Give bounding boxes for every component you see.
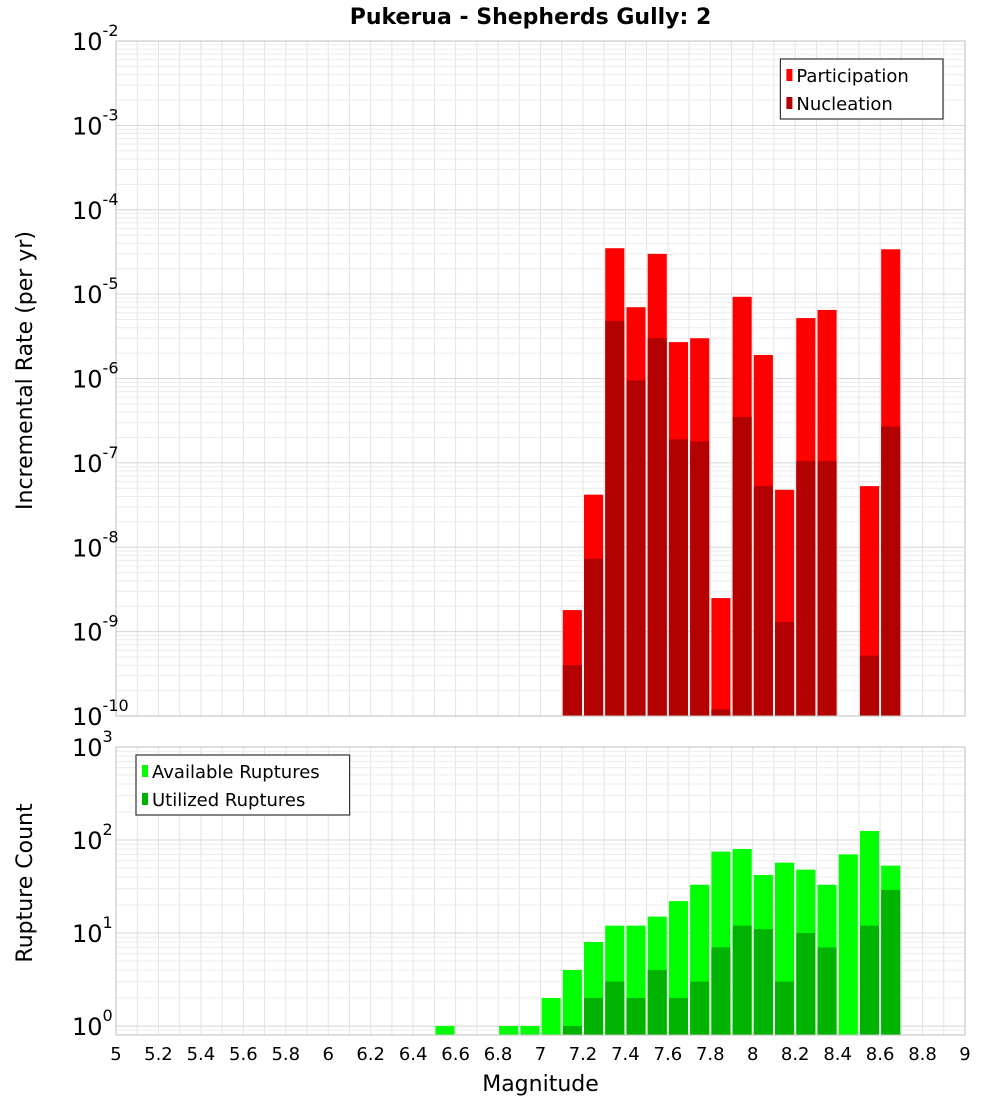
chart-panel-1: 10-2 10-3 10-4 10-5 10-6 10-7 10-8 10-9 10-10 Inc… [13, 5, 966, 731]
x-tick-label: 8 [747, 1044, 758, 1065]
y-tick-label: 101 [72, 913, 113, 948]
bar-utilized-ruptures [690, 981, 710, 1035]
legend-label: Utilized Ruptures [152, 790, 305, 811]
x-tick-label: 7.4 [611, 1044, 640, 1065]
chart-title: Pukerua - Shepherds Gully: 2 [350, 5, 712, 30]
bar-available-ruptures [541, 997, 561, 1035]
bar-available-ruptures [562, 969, 582, 1035]
x-tick-labels: 5 5.2 5.4 5.6 5.8 6 6.2 6.4 6.6 6.8 7 7.2 7.4 7.6 7.8 8… [110, 1044, 970, 1065]
x-tick-label: 5.2 [144, 1044, 173, 1065]
legend-box [779, 58, 944, 120]
plot-frame [115, 40, 966, 717]
x-tick-label: 7.6 [654, 1044, 683, 1065]
bar-utilized-ruptures [605, 981, 625, 1035]
bar-nucleation [817, 461, 837, 716]
legend-label: Participation [796, 66, 908, 87]
bar-utilized-ruptures [562, 1025, 582, 1035]
bar-nucleation [796, 461, 816, 716]
legend-box [135, 754, 351, 816]
x-tick-label: 5.8 [271, 1044, 300, 1065]
x-tick-label: 8.6 [866, 1044, 895, 1065]
legend-swatch [786, 69, 793, 81]
bar-participation [711, 598, 731, 716]
bar-utilized-ruptures [859, 925, 880, 1035]
bar-nucleation [647, 338, 667, 716]
legend: Available Ruptures Utilized Ruptures [135, 754, 351, 816]
x-tick-label: 8.8 [908, 1044, 937, 1065]
bar-utilized-ruptures [732, 925, 752, 1035]
y-tick-label: 10-9 [72, 612, 119, 647]
bar-group [435, 830, 901, 1035]
bar-utilized-ruptures [626, 997, 646, 1035]
bar-available-ruptures [838, 854, 858, 1035]
x-tick-label: 6.8 [484, 1044, 513, 1065]
y-axis-title: Rupture Count [13, 803, 38, 963]
legend-label: Nucleation [796, 94, 892, 115]
y-tick-label: 10-4 [72, 190, 119, 225]
bar-nucleation [562, 665, 582, 716]
legend-swatch [142, 793, 148, 805]
x-tick-label: 8.4 [823, 1044, 852, 1065]
bar-utilized-ruptures [711, 947, 731, 1035]
x-tick-label: 6.2 [356, 1044, 385, 1065]
x-tick-label: 5.6 [229, 1044, 258, 1065]
y-tick-label: 10-10 [72, 696, 129, 731]
x-tick-label: 8.2 [781, 1044, 810, 1065]
bar-utilized-ruptures [881, 889, 901, 1035]
bar-nucleation [626, 380, 646, 716]
bar-utilized-ruptures [753, 929, 773, 1035]
plot-frame [115, 746, 966, 1036]
x-tick-label: 7 [535, 1044, 546, 1065]
x-tick-label: 6 [323, 1044, 334, 1065]
y-tick-label: 10-6 [72, 359, 119, 394]
legend-label: Available Ruptures [152, 762, 320, 783]
bar-nucleation [753, 486, 773, 716]
x-tick-label: 7.2 [569, 1044, 598, 1065]
bar-nucleation [775, 622, 795, 716]
y-tick-labels: 10-2 10-3 10-4 10-5 10-6 10-7 10-8 10-9 10-10 [72, 21, 129, 731]
bar-nucleation [584, 558, 604, 716]
bar-group [562, 248, 901, 717]
x-tick-label: 6.6 [441, 1044, 470, 1065]
legend: Participation Nucleation [779, 58, 944, 120]
y-tick-label: 10-7 [72, 443, 119, 478]
bar-nucleation [605, 321, 625, 716]
y-tick-label: 103 [72, 727, 113, 762]
y-tick-label: 10-2 [72, 21, 119, 56]
bar-nucleation [881, 426, 901, 716]
y-tick-label: 100 [72, 1006, 113, 1041]
bar-utilized-ruptures [584, 997, 604, 1035]
bar-nucleation [668, 439, 689, 716]
bar-utilized-ruptures [668, 997, 689, 1035]
x-tick-label: 5 [110, 1044, 121, 1065]
bar-utilized-ruptures [796, 932, 816, 1035]
bar-utilized-ruptures [647, 969, 667, 1035]
bar-available-ruptures [435, 1025, 455, 1035]
bar-utilized-ruptures [775, 981, 795, 1035]
x-tick-label: 5.4 [187, 1044, 216, 1065]
x-axis-title: Magnitude [482, 1072, 599, 1097]
bar-nucleation [711, 709, 731, 716]
bar-nucleation [690, 441, 710, 716]
x-tick-label: 7.8 [696, 1044, 725, 1065]
bar-nucleation [859, 655, 880, 716]
grid-lines [115, 40, 966, 717]
chart-panel-2: 103 102 101 100 Rupture Count 5 5.2 5.4 5.6 5.8 6 6… [13, 727, 971, 1097]
y-tick-label: 10-5 [72, 274, 119, 309]
y-tick-label: 10-8 [72, 527, 119, 562]
y-tick-labels: 103 102 101 100 [72, 727, 113, 1041]
y-tick-label: 10-3 [72, 105, 119, 140]
y-tick-label: 102 [72, 820, 113, 855]
y-axis-title: Incremental Rate (per yr) [13, 231, 38, 510]
legend-swatch [142, 765, 148, 777]
x-tick-label: 6.4 [399, 1044, 428, 1065]
legend-swatch [786, 97, 793, 109]
bar-utilized-ruptures [817, 947, 837, 1035]
bar-available-ruptures [520, 1025, 540, 1035]
x-tick-label: 9 [959, 1044, 970, 1065]
bar-available-ruptures [499, 1025, 519, 1035]
bar-nucleation [732, 416, 752, 716]
